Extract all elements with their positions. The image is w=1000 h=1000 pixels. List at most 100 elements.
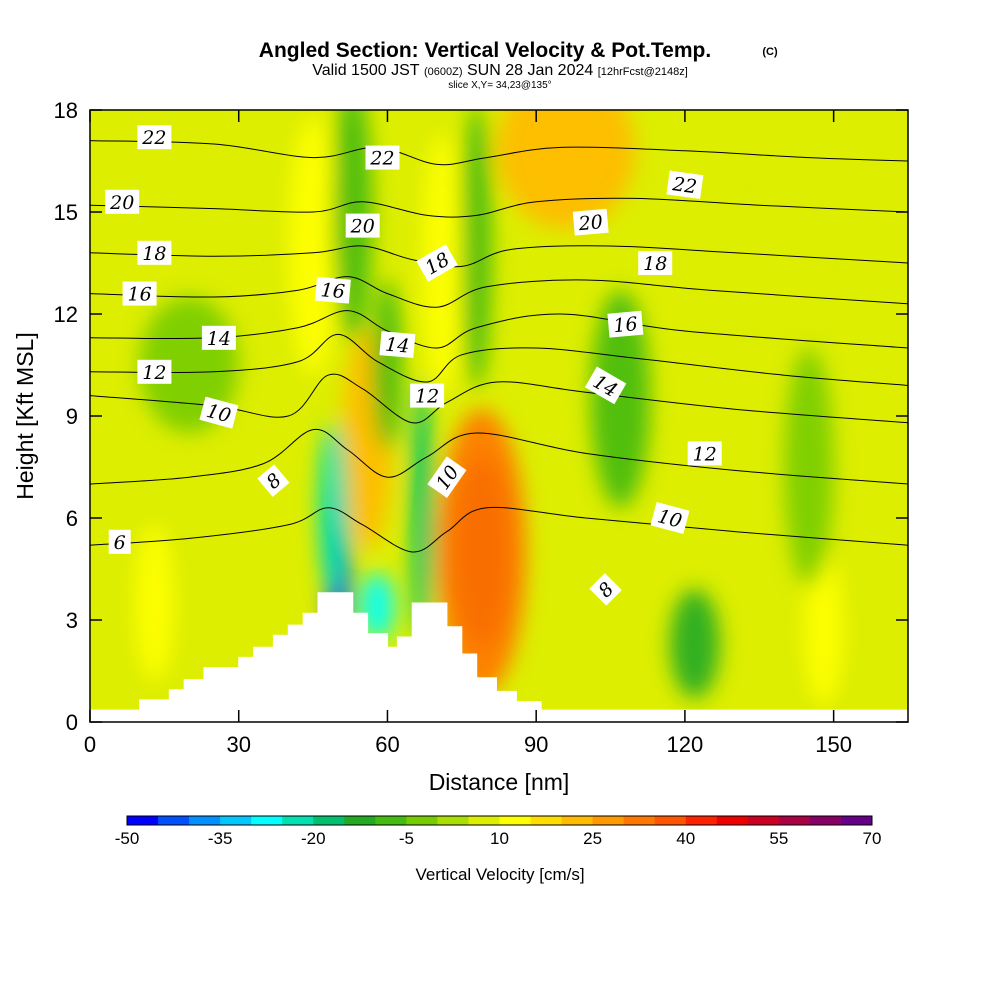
contour-label-text: 20	[350, 216, 375, 238]
x-tick-label: 30	[226, 732, 250, 757]
contour-label-box	[379, 331, 416, 359]
colorbar-swatch	[313, 816, 345, 825]
colorbar-swatch	[778, 816, 811, 825]
colorbar-swatch	[809, 816, 842, 825]
subtitle-valid: Valid 1500 JST	[312, 62, 420, 79]
y-axis-label: Height [Kft MSL]	[12, 332, 38, 499]
theta-contours	[90, 140, 908, 553]
colorbar-swatch	[251, 816, 283, 825]
colorbar-frame	[126, 815, 873, 826]
colorbar-tick-label: -5	[399, 829, 414, 848]
contour-label-box	[257, 464, 290, 497]
velocity-cell-6	[360, 572, 395, 641]
contour-label-text: 18	[142, 243, 166, 265]
contour-label-box	[137, 125, 172, 150]
y-axis-ticks: 0 3 6 9 12 15 18	[54, 98, 908, 735]
theta-contour-20	[90, 197, 908, 218]
colorbar-swatch	[344, 816, 376, 825]
y-tick-label: 9	[66, 404, 78, 429]
velocity-cell-19	[699, 201, 819, 325]
contour-label-23: 6	[108, 529, 131, 554]
y-tick-label: 18	[54, 98, 78, 123]
colorbar-swatch	[437, 816, 469, 825]
contour-label-box	[365, 145, 400, 170]
contour-label-17: 12	[687, 441, 722, 466]
theta-contour-16	[90, 276, 908, 308]
colorbar-swatch	[654, 816, 687, 825]
contour-label-text: 12	[415, 386, 439, 408]
contour-label-box	[607, 310, 644, 338]
colorbar-swatch	[716, 816, 749, 825]
colorbar-swatch	[406, 816, 438, 825]
colorbar-swatch	[840, 816, 873, 825]
contour-label-10: 16	[314, 276, 351, 304]
x-tick-label: 90	[524, 732, 548, 757]
y-tick-label: 6	[66, 506, 78, 531]
terrain-mask	[89, 592, 909, 723]
contour-label-box	[137, 359, 172, 384]
theta-contour-18	[90, 245, 908, 268]
contour-label-5: 20	[572, 208, 609, 236]
subtitle-date: SUN 28 Jan 2024	[467, 62, 593, 79]
contour-label-box	[314, 276, 351, 304]
contour-label-text: 16	[320, 279, 346, 303]
colorbar-tick-label: -50	[115, 829, 140, 848]
colorbar-swatch	[220, 816, 252, 825]
contour-label-text: 22	[369, 148, 394, 170]
contour-label-3: 20	[105, 189, 140, 214]
contour-label-21: 8	[257, 464, 290, 497]
contour-label-box	[416, 244, 458, 282]
colorbar-tick-label: 70	[863, 829, 882, 848]
colorbar-swatch	[530, 816, 563, 825]
contour-label-text: 14	[207, 328, 231, 350]
colorbar-swatch	[747, 816, 780, 825]
velocity-field	[90, 110, 908, 722]
velocity-cell-17	[372, 280, 403, 450]
velocity-cell-7	[496, 110, 636, 229]
contour-label-1: 22	[365, 145, 400, 170]
colorbar-swatch	[189, 816, 221, 825]
contour-label-2: 22	[666, 170, 704, 200]
contour-label-box	[666, 170, 704, 200]
contour-label-text: 14	[384, 334, 410, 358]
colorbar: -50 -35 -20 -5 10 25 40 55 70	[115, 815, 882, 848]
contour-label-box	[201, 325, 236, 350]
contour-label-box	[410, 383, 445, 408]
colorbar-tick-label: -35	[208, 829, 233, 848]
velocity-cell-16	[784, 348, 834, 586]
contour-label-7: 18	[416, 244, 458, 282]
colorbar-tick-label: 55	[769, 829, 788, 848]
contour-label-text: 12	[693, 443, 717, 465]
contour-label-9: 16	[122, 281, 157, 306]
subtitle-forecast: [12hrFcst@2148z]	[598, 66, 688, 78]
contour-label-4: 20	[345, 213, 380, 238]
x-tick-label: 150	[815, 732, 852, 757]
colorbar-swatch	[561, 816, 594, 825]
colorbar-tick-label: -20	[301, 829, 326, 848]
contour-label-text: 20	[577, 211, 604, 235]
contour-label-text: 12	[142, 362, 166, 384]
contour-label-12: 14	[201, 325, 236, 350]
theta-contour-14	[90, 310, 908, 349]
contour-label-text: 22	[670, 173, 698, 198]
subtitle-utc: (0600Z)	[424, 66, 463, 78]
slice-label: slice X,Y= 34,23@135°	[448, 80, 551, 91]
colorbar-swatch	[375, 816, 407, 825]
y-tick-label: 15	[54, 200, 78, 225]
contour-label-20: 10	[650, 502, 690, 534]
velocity-cell-14	[670, 589, 720, 699]
contour-label-8: 18	[638, 251, 673, 275]
x-axis-label: Distance [nm]	[429, 769, 570, 795]
x-tick-label: 120	[667, 732, 704, 757]
contour-label-box	[687, 441, 722, 466]
velocity-cell-5	[410, 382, 434, 641]
theta-contour-8	[90, 428, 908, 485]
colorbar-swatch	[468, 816, 500, 825]
velocity-cell-9	[288, 116, 338, 376]
velocity-cell-15	[590, 290, 651, 508]
y-tick-label: 3	[66, 608, 78, 633]
contour-label-box	[345, 213, 380, 238]
velocity-cell-13	[803, 555, 844, 705]
